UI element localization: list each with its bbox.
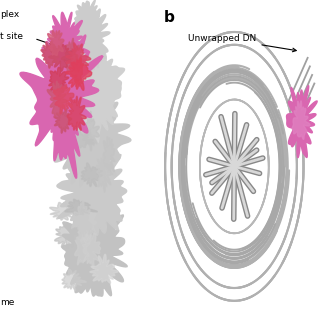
Polygon shape <box>50 202 78 220</box>
Polygon shape <box>20 26 103 178</box>
Text: b: b <box>164 10 174 25</box>
Polygon shape <box>81 146 92 166</box>
Polygon shape <box>58 111 79 140</box>
Polygon shape <box>57 146 127 243</box>
Polygon shape <box>71 2 110 77</box>
Polygon shape <box>63 40 124 143</box>
Polygon shape <box>51 75 82 103</box>
Polygon shape <box>47 81 67 116</box>
Polygon shape <box>74 198 92 238</box>
Text: plex: plex <box>0 10 19 19</box>
Polygon shape <box>65 199 97 215</box>
Polygon shape <box>83 111 99 151</box>
Polygon shape <box>56 119 74 150</box>
Polygon shape <box>75 226 90 265</box>
Polygon shape <box>66 43 91 72</box>
Polygon shape <box>53 84 74 114</box>
Polygon shape <box>78 204 97 243</box>
Polygon shape <box>54 108 72 133</box>
Polygon shape <box>49 44 73 71</box>
Polygon shape <box>292 101 310 140</box>
Polygon shape <box>97 155 112 192</box>
Polygon shape <box>41 42 59 68</box>
Text: t site: t site <box>0 32 23 41</box>
Polygon shape <box>57 104 78 124</box>
Polygon shape <box>81 163 102 187</box>
Text: Unwrapped DN: Unwrapped DN <box>188 34 296 52</box>
Polygon shape <box>90 254 118 283</box>
Polygon shape <box>48 12 90 81</box>
Polygon shape <box>49 67 69 97</box>
Polygon shape <box>75 0 100 39</box>
Polygon shape <box>63 131 94 148</box>
Polygon shape <box>103 137 115 172</box>
Polygon shape <box>62 269 86 290</box>
Text: me: me <box>0 298 14 307</box>
Polygon shape <box>48 53 69 83</box>
Polygon shape <box>286 86 317 157</box>
Polygon shape <box>70 56 83 87</box>
Polygon shape <box>54 84 131 186</box>
Polygon shape <box>55 223 79 248</box>
Polygon shape <box>62 198 127 296</box>
Polygon shape <box>66 58 92 90</box>
Polygon shape <box>83 233 100 268</box>
Polygon shape <box>67 96 86 130</box>
Polygon shape <box>61 38 79 74</box>
Polygon shape <box>48 30 64 55</box>
